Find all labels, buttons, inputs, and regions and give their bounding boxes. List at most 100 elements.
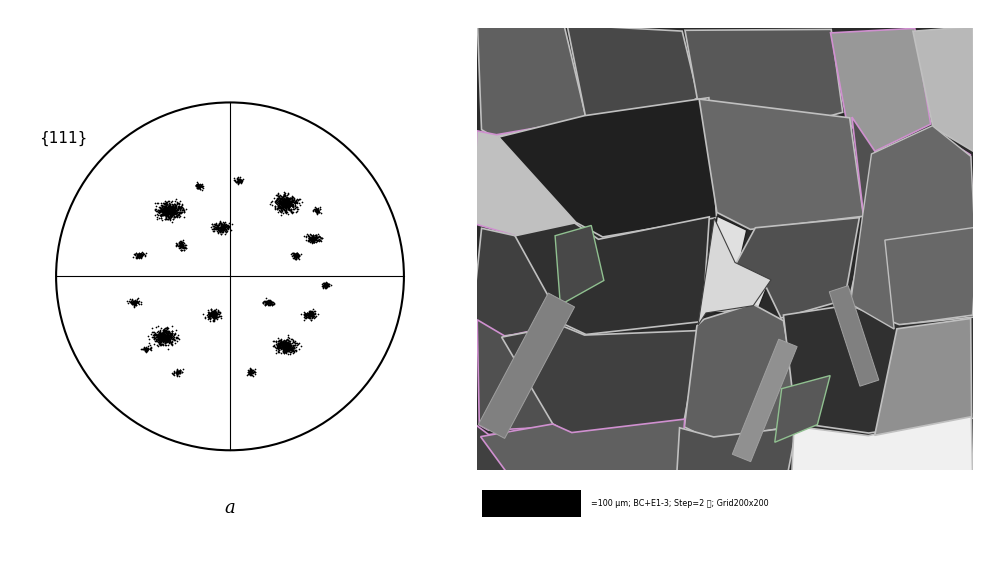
Point [309, 206, 325, 215]
Point [155, 334, 171, 343]
Point [129, 297, 145, 306]
Point [243, 368, 259, 377]
Point [288, 254, 304, 263]
Point [281, 194, 297, 203]
Point [161, 206, 177, 215]
Point [280, 343, 296, 352]
Point [154, 205, 170, 214]
Point [277, 339, 293, 348]
Point [262, 298, 278, 307]
Point [159, 202, 175, 212]
Point [274, 198, 290, 207]
Point [209, 224, 225, 233]
Point [284, 208, 300, 217]
Point [258, 299, 274, 308]
Point [163, 204, 179, 213]
Point [308, 205, 324, 214]
Point [157, 207, 173, 216]
Point [202, 313, 218, 322]
Point [159, 206, 175, 215]
Point [277, 205, 293, 214]
Point [155, 334, 171, 343]
Point [297, 310, 313, 319]
Point [278, 342, 294, 351]
Point [298, 231, 314, 240]
Point [163, 208, 179, 217]
Point [156, 326, 172, 335]
Point [123, 296, 139, 305]
Point [162, 206, 178, 215]
Point [282, 205, 298, 214]
Point [281, 341, 297, 350]
Point [290, 340, 306, 349]
Point [128, 253, 144, 262]
Point [305, 310, 321, 319]
Point [165, 206, 181, 215]
Point [162, 205, 178, 214]
Point [153, 213, 169, 222]
Point [158, 213, 174, 222]
Polygon shape [735, 218, 859, 318]
Point [206, 311, 222, 320]
Point [172, 204, 188, 213]
Point [156, 206, 172, 215]
Point [257, 297, 273, 306]
Point [276, 349, 292, 358]
Point [172, 367, 188, 376]
Point [281, 196, 297, 205]
Point [158, 197, 174, 206]
Point [132, 252, 148, 261]
Point [280, 338, 296, 347]
Point [289, 251, 305, 260]
Point [220, 222, 236, 231]
Point [170, 242, 186, 251]
Point [306, 234, 322, 243]
Point [280, 343, 296, 352]
Point [137, 344, 153, 353]
Point [169, 198, 185, 207]
Point [167, 338, 183, 347]
Point [310, 235, 326, 244]
Point [279, 337, 295, 346]
Point [230, 177, 246, 186]
Point [158, 212, 174, 221]
Point [213, 311, 229, 320]
Point [214, 224, 230, 233]
Point [279, 196, 295, 205]
Point [272, 339, 288, 348]
Point [313, 233, 329, 243]
Point [204, 309, 220, 318]
Point [278, 346, 294, 355]
Point [259, 297, 275, 306]
Point [160, 204, 176, 213]
Point [279, 342, 295, 351]
Point [135, 249, 151, 258]
Point [213, 223, 229, 232]
Point [257, 300, 273, 309]
Point [164, 205, 180, 214]
Point [303, 310, 319, 319]
Point [158, 333, 174, 342]
Point [220, 223, 236, 232]
Point [286, 194, 302, 203]
Point [176, 245, 192, 254]
Point [273, 200, 289, 209]
Point [274, 200, 290, 209]
Point [161, 201, 177, 210]
Point [260, 298, 276, 307]
Point [158, 333, 174, 342]
Point [159, 204, 175, 213]
Point [260, 300, 276, 309]
Point [293, 310, 309, 319]
Point [133, 250, 149, 259]
Point [280, 202, 296, 211]
Point [289, 252, 305, 261]
Point [153, 204, 169, 213]
Point [277, 200, 293, 209]
Point [285, 208, 301, 217]
Point [263, 298, 279, 307]
Point [281, 340, 297, 349]
Point [279, 343, 295, 352]
Point [133, 252, 149, 261]
Point [160, 326, 176, 335]
